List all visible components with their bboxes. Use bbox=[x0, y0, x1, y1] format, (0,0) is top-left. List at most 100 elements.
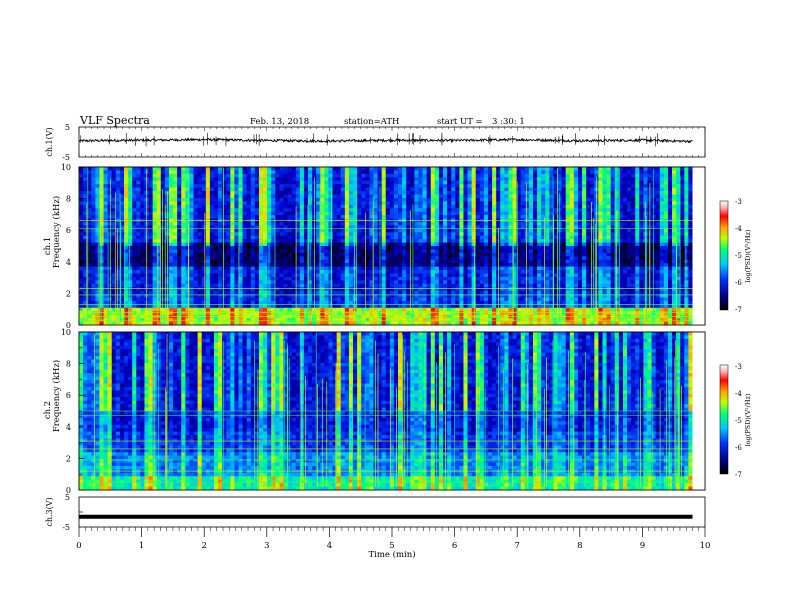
spectrogram-cell bbox=[324, 235, 329, 240]
spectrogram-cell bbox=[414, 191, 419, 195]
spectrogram-cell bbox=[500, 246, 505, 250]
spectrogram-cell bbox=[528, 170, 534, 175]
spectrogram-cell bbox=[287, 215, 293, 219]
spectrogram-cell bbox=[504, 194, 509, 199]
spectrogram-cell bbox=[537, 170, 542, 175]
spectrogram-cell bbox=[230, 191, 235, 195]
spectrogram-cell bbox=[299, 215, 305, 219]
spectrogram-cell bbox=[672, 173, 677, 178]
spectrogram-cell bbox=[299, 270, 305, 274]
spectrogram-cell bbox=[254, 184, 260, 188]
spectrogram-cell bbox=[263, 246, 268, 250]
spectrogram-cell bbox=[639, 263, 644, 267]
spectrogram-cell bbox=[185, 249, 190, 254]
spectrogram-cell bbox=[389, 259, 395, 264]
spectrogram-cell bbox=[87, 259, 92, 264]
spectrogram-cell bbox=[553, 259, 558, 264]
spectrogram-cell bbox=[508, 201, 513, 206]
spectrogram-cell bbox=[91, 177, 96, 182]
spectrogram-cell bbox=[557, 170, 562, 175]
spectrogram-cell bbox=[643, 187, 648, 192]
spectrogram-cell bbox=[606, 263, 612, 267]
spectrogram-cell bbox=[197, 208, 203, 213]
spectrogram-cell bbox=[528, 235, 534, 240]
spectrogram-cell bbox=[87, 232, 92, 237]
spectrogram-cell bbox=[483, 201, 489, 206]
spectrogram-cell bbox=[618, 225, 624, 230]
spectrogram-cell bbox=[205, 180, 211, 185]
spectrogram-cell bbox=[410, 180, 415, 185]
spectrogram-cell bbox=[451, 235, 456, 240]
spectrogram-cell bbox=[483, 242, 489, 247]
spectrogram-cell bbox=[528, 256, 534, 261]
spectrogram-cell bbox=[516, 256, 522, 261]
spectrogram-cell bbox=[443, 187, 448, 192]
spectrogram-cell bbox=[561, 263, 567, 267]
spectrogram-cell bbox=[663, 266, 669, 271]
spectrogram-cell bbox=[667, 221, 673, 226]
spectrogram-cell bbox=[393, 211, 399, 216]
spectrogram-cell bbox=[614, 225, 620, 230]
spectrogram-cell bbox=[299, 211, 305, 216]
spectrogram-cell bbox=[487, 215, 493, 219]
spectrogram-cell bbox=[672, 270, 677, 274]
spectrogram-cell bbox=[173, 221, 178, 226]
spectrogram-cell bbox=[479, 221, 485, 226]
spectrogram-cell bbox=[479, 194, 485, 199]
spectrogram-cell bbox=[471, 194, 477, 199]
spectrogram-cell bbox=[475, 239, 481, 243]
spectrogram-cell bbox=[263, 201, 268, 206]
spectrogram-cell bbox=[680, 252, 685, 257]
spectrogram-cell bbox=[328, 197, 333, 202]
spectrogram-cell bbox=[324, 187, 329, 192]
spectrogram-cell bbox=[483, 263, 489, 267]
spectrogram-cell bbox=[87, 177, 92, 182]
spectrogram-cell bbox=[361, 204, 366, 209]
spectrogram-cell bbox=[328, 215, 333, 219]
spectrogram-cell bbox=[136, 228, 141, 233]
spectrogram-cell bbox=[181, 263, 186, 267]
spectrogram-cell bbox=[451, 180, 456, 185]
spectrogram-cell bbox=[541, 225, 546, 230]
spectrogram-cell bbox=[201, 228, 207, 233]
spectrogram-cell bbox=[193, 252, 199, 257]
spectrogram-cell bbox=[205, 167, 211, 171]
spectrogram-cell bbox=[528, 221, 534, 226]
spectrogram-cell bbox=[635, 197, 640, 202]
spectrogram-cell bbox=[83, 170, 88, 175]
spectrogram-cell bbox=[561, 256, 567, 261]
spectrogram-cell bbox=[426, 249, 432, 254]
spectrogram-cell bbox=[680, 180, 685, 185]
spectrogram-cell bbox=[111, 208, 117, 213]
spectrogram-cell bbox=[610, 246, 616, 250]
spectrogram-cell bbox=[496, 191, 501, 195]
spectrogram-cell bbox=[508, 270, 513, 274]
spectrogram-cell bbox=[402, 266, 407, 271]
spectrogram-cell bbox=[107, 170, 113, 175]
spectrogram-cell bbox=[524, 235, 530, 240]
spectrogram-cell bbox=[577, 191, 583, 195]
spectrogram-cell bbox=[455, 194, 460, 199]
spectrogram-cell bbox=[385, 273, 391, 278]
spectrogram-cell bbox=[185, 177, 190, 182]
spectrogram-cell bbox=[492, 208, 497, 213]
spectrogram-cell bbox=[336, 208, 342, 213]
spectrogram-cell bbox=[373, 266, 378, 271]
spectrogram-cell bbox=[582, 270, 587, 274]
spectrogram-cell bbox=[83, 246, 88, 250]
spectrogram-cell bbox=[627, 180, 632, 185]
date-label: Feb. 13, 2018 bbox=[250, 117, 309, 127]
spectrogram-cell bbox=[279, 173, 284, 178]
spectrogram-cell bbox=[218, 256, 223, 261]
spectrogram-cell bbox=[348, 177, 354, 182]
spectrogram-cell bbox=[590, 242, 595, 247]
spectrogram-cell bbox=[250, 211, 256, 216]
spectrogram-cell bbox=[295, 273, 301, 278]
spectrogram-cell bbox=[655, 246, 661, 250]
spectrogram-cell bbox=[132, 211, 137, 216]
spectrogram-cell bbox=[316, 225, 321, 230]
spectrogram-cell bbox=[275, 197, 280, 202]
spectrogram-cell bbox=[254, 252, 260, 257]
spectrogram-cell bbox=[365, 263, 370, 267]
spectrogram-cell bbox=[541, 263, 546, 267]
